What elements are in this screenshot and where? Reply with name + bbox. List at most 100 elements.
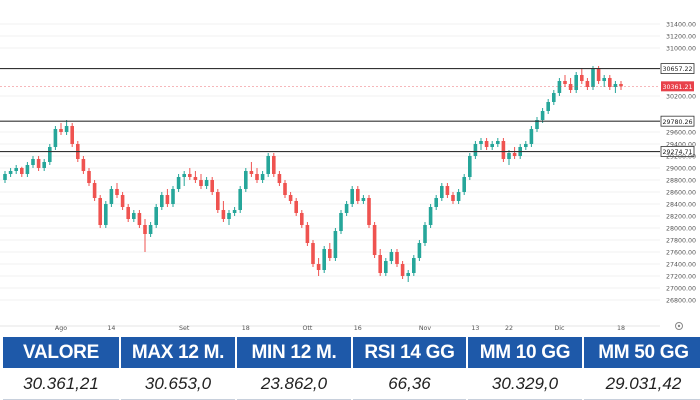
candles [3, 66, 623, 282]
candle-body [496, 141, 500, 144]
price-grid [0, 23, 660, 327]
x-tick-label: Nov [419, 325, 432, 332]
candle-body [53, 129, 58, 147]
candle-body [160, 195, 164, 207]
stat-value: 29.031,42 [584, 368, 700, 400]
candle-body [277, 174, 282, 183]
x-tick-label: 13 [471, 325, 479, 332]
candle-body [81, 159, 86, 171]
candle-body [64, 126, 69, 132]
candle-body [423, 225, 427, 243]
candle-body [445, 186, 450, 195]
level-label-box [660, 115, 695, 127]
stat-header: MIN 12 M. [237, 337, 351, 368]
x-tick-label: 18 [242, 325, 250, 332]
candle-body [48, 147, 52, 162]
candle-body [456, 192, 461, 201]
candle-body [204, 180, 209, 186]
candle-body [512, 153, 517, 156]
candle-body [490, 144, 494, 147]
candle-body [87, 171, 91, 183]
candle-body [451, 195, 455, 201]
candle-body [120, 195, 125, 207]
x-tick-label: 22 [505, 325, 513, 332]
candle-body [412, 258, 416, 273]
candle-body [25, 165, 30, 174]
candle-body [356, 189, 360, 201]
y-tick-label: 31400.00 [666, 21, 696, 28]
candle-body [182, 174, 186, 177]
candle-body [92, 183, 97, 198]
candle-body [98, 198, 102, 225]
candle-body [148, 225, 153, 234]
candle-body [104, 204, 108, 225]
stat-value: 30.329,0 [468, 368, 582, 400]
candle-body [59, 129, 63, 132]
y-axis: 26800.00 27000.00 27200.00 27400.00 27600.00… [666, 21, 696, 304]
y-tick-label: 28600.00 [666, 189, 696, 196]
candle-body [8, 171, 13, 174]
candle-body [546, 102, 550, 111]
stat-min-12m: MIN 12 M. 23.862,0 [237, 337, 351, 400]
stat-value: 30.653,0 [121, 368, 235, 400]
y-tick-label: 27000.00 [666, 285, 696, 292]
stat-max-12m: MAX 12 M. 30.653,0 [121, 337, 235, 400]
stat-header: RSI 14 GG [353, 337, 466, 368]
x-tick-label: Set [179, 325, 190, 332]
stat-value: 66,36 [353, 368, 466, 400]
candle-body [608, 78, 612, 87]
candle-body [378, 255, 382, 273]
price-levels: 30657.22 29780.26 29274.71 30361.21 [0, 63, 695, 157]
candle-body [311, 243, 315, 264]
candle-body [115, 189, 119, 195]
candle-body [339, 213, 343, 231]
candle-body [524, 144, 528, 147]
stat-mm-10: MM 10 GG 30.329,0 [468, 337, 582, 400]
settings-icon[interactable] [675, 322, 683, 330]
stats-table: VALORE 30.361,21 MAX 12 M. 30.653,0 MIN … [3, 337, 700, 400]
candle-body [3, 174, 7, 180]
candle-body [501, 141, 506, 159]
y-tick-label: 27400.00 [666, 261, 696, 268]
candle-body [613, 84, 618, 87]
candle-body [294, 201, 298, 213]
candle-body [244, 171, 248, 189]
candle-body [165, 195, 170, 204]
level-label-box [660, 146, 695, 157]
x-tick-label: Ott [302, 325, 312, 332]
level-label: 29274.71 [662, 149, 692, 156]
candle-body [137, 213, 142, 225]
candle-body [176, 177, 181, 189]
candle-body [484, 141, 489, 147]
candle-body [305, 225, 310, 243]
candle-body [227, 213, 231, 219]
stat-value: 23.862,0 [237, 368, 351, 400]
stat-header: MM 10 GG [468, 337, 582, 368]
x-tick-label: Dic [554, 325, 565, 332]
candle-body [344, 204, 349, 213]
candle-body [602, 78, 606, 81]
candle-body [126, 207, 130, 219]
level-label-box [660, 63, 695, 74]
candle-body [535, 120, 539, 129]
y-tick-label: 29000.00 [666, 165, 696, 172]
candle-body [507, 153, 511, 159]
candle-body [440, 186, 444, 198]
x-tick-label: 16 [354, 325, 362, 332]
candle-body [619, 84, 623, 87]
y-tick-label: 28000.00 [666, 225, 696, 232]
candle-body [193, 177, 198, 180]
candle-body [288, 195, 293, 201]
candle-body [70, 126, 74, 144]
candle-body [406, 273, 410, 276]
candlestick-chart: 30657.22 29780.26 29274.71 30361.21 26800.0… [0, 21, 696, 332]
y-tick-label: 28200.00 [666, 213, 696, 220]
candle-body [591, 69, 595, 87]
candle-body [42, 162, 46, 168]
candle-body [283, 183, 287, 195]
y-tick-label: 28400.00 [666, 201, 696, 208]
candle-body [238, 189, 242, 210]
candle-body [462, 177, 466, 192]
candle-body [384, 261, 388, 273]
candle-body [143, 225, 147, 234]
